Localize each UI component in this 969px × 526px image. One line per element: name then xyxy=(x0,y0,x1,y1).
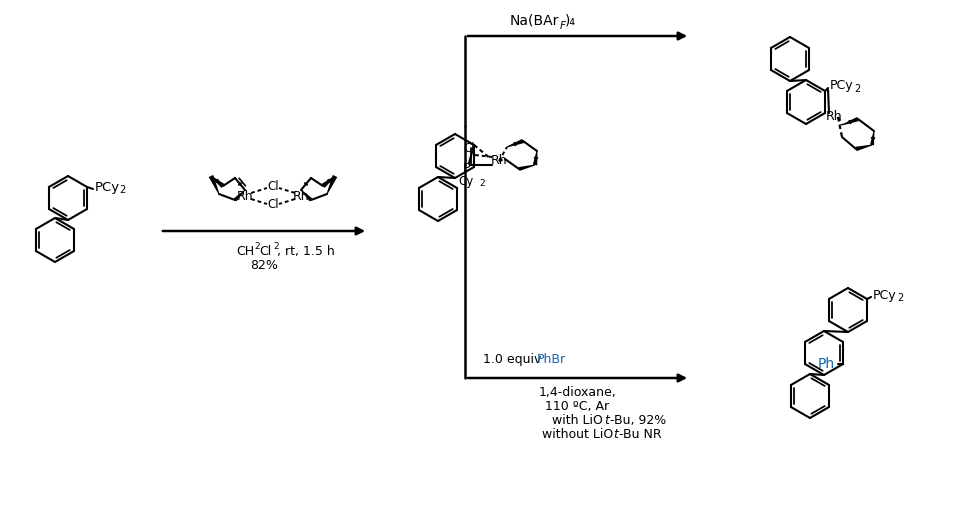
Text: Na(BAr: Na(BAr xyxy=(510,14,559,28)
Polygon shape xyxy=(327,175,337,194)
Polygon shape xyxy=(870,131,874,145)
Text: 2: 2 xyxy=(479,179,484,188)
Text: 2: 2 xyxy=(897,293,903,303)
Text: t: t xyxy=(605,414,610,427)
Text: without LiO: without LiO xyxy=(542,428,613,441)
Polygon shape xyxy=(842,117,859,126)
Polygon shape xyxy=(210,176,225,188)
Text: with LiO: with LiO xyxy=(552,414,603,427)
Polygon shape xyxy=(300,190,312,201)
Polygon shape xyxy=(208,175,219,194)
Text: PCy: PCy xyxy=(873,288,896,301)
Text: 2: 2 xyxy=(119,185,125,195)
Text: PhBr: PhBr xyxy=(537,353,566,366)
Text: 1,4-dioxane,: 1,4-dioxane, xyxy=(539,386,616,399)
Text: Rh: Rh xyxy=(826,110,842,124)
Text: -Bu, 92%: -Bu, 92% xyxy=(610,414,667,427)
Text: Cl: Cl xyxy=(463,143,475,156)
Text: F: F xyxy=(559,21,566,31)
Text: Rh: Rh xyxy=(490,155,508,167)
Text: Cl: Cl xyxy=(259,245,271,258)
Text: t: t xyxy=(613,428,618,441)
Text: 2: 2 xyxy=(273,242,279,251)
Text: Cy: Cy xyxy=(458,175,474,187)
Text: Rh: Rh xyxy=(236,189,253,203)
Polygon shape xyxy=(518,165,535,171)
Text: 1.0 equiv: 1.0 equiv xyxy=(483,353,546,366)
Polygon shape xyxy=(507,139,524,147)
Text: Cl: Cl xyxy=(267,198,279,211)
Text: Ph: Ph xyxy=(818,357,835,371)
Text: PCy: PCy xyxy=(95,180,120,194)
Polygon shape xyxy=(234,190,245,201)
Text: -Bu NR: -Bu NR xyxy=(619,428,662,441)
Polygon shape xyxy=(856,145,872,151)
Text: Rh: Rh xyxy=(293,189,309,203)
Text: 110 ºC, Ar: 110 ºC, Ar xyxy=(546,400,610,413)
Text: 2: 2 xyxy=(254,242,260,251)
Text: )₄: )₄ xyxy=(565,14,576,28)
Polygon shape xyxy=(322,176,335,188)
Text: PCy: PCy xyxy=(830,79,854,93)
Text: CH: CH xyxy=(236,245,254,258)
Text: P: P xyxy=(462,161,470,175)
Text: 82%: 82% xyxy=(250,259,278,272)
Text: Cl: Cl xyxy=(267,180,279,194)
Text: , rt, 1.5 h: , rt, 1.5 h xyxy=(277,245,334,258)
Polygon shape xyxy=(533,151,538,165)
Text: 2: 2 xyxy=(854,84,860,94)
